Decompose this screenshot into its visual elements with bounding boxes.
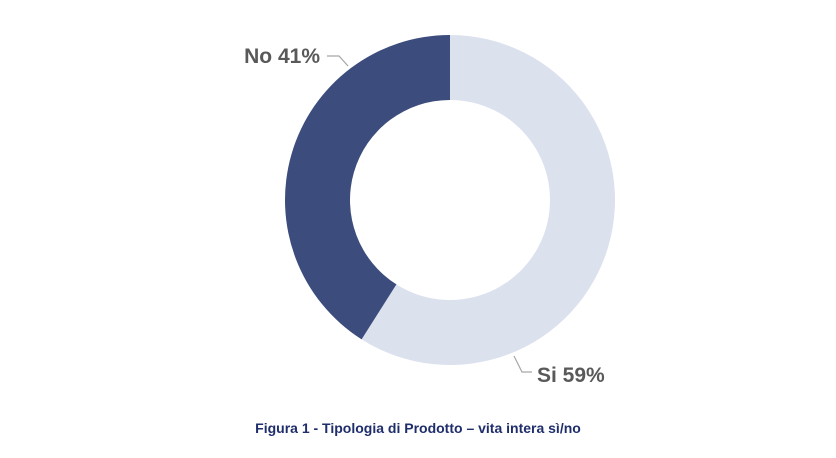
figure-caption: Figura 1 - Tipologia di Prodotto – vita … bbox=[255, 420, 581, 436]
leader-lines bbox=[327, 55, 532, 373]
data-label-no: No 41% bbox=[244, 45, 320, 68]
slice-si bbox=[361, 35, 615, 365]
donut-slices bbox=[284, 35, 615, 365]
data-label-si: Si 59% bbox=[537, 364, 605, 387]
data-labels: Si 59% No 41% bbox=[244, 45, 605, 387]
slice-no bbox=[284, 35, 450, 340]
leader-line-no bbox=[327, 55, 349, 67]
leader-line-si bbox=[513, 355, 532, 373]
